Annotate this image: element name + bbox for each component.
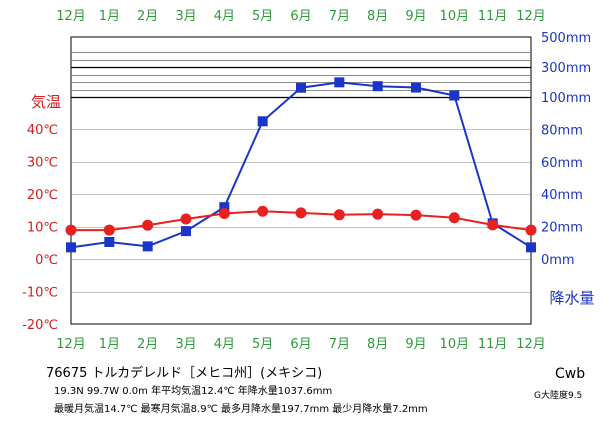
precipitation-point xyxy=(142,241,153,252)
climate-code: Cwb xyxy=(555,366,586,382)
precipitation-point xyxy=(66,242,76,253)
temperature-tick-label: 10℃ xyxy=(27,221,58,236)
temperature-point xyxy=(65,224,77,236)
precipitation-point xyxy=(449,90,460,101)
precipitation-axis-title: 降水量 xyxy=(549,289,594,307)
precipitation-tick-label: 60mm xyxy=(541,156,583,171)
precipitation-point xyxy=(181,226,191,237)
precipitation-tick-label: 40mm xyxy=(541,188,583,203)
temperature-tick-label: 40℃ xyxy=(27,123,58,138)
precipitation-point xyxy=(411,82,421,93)
precipitation-tick-label: 0mm xyxy=(541,253,575,268)
temperature-point xyxy=(257,205,269,217)
month-label-bottom: 4月 xyxy=(214,337,235,352)
month-label-top: 12月 xyxy=(516,9,546,24)
precipitation-point xyxy=(219,202,230,213)
station-title: 76675 トルカデレルド［メヒコ州］(メキシコ) xyxy=(46,366,323,381)
month-label-top: 9月 xyxy=(405,9,426,24)
month-label-top: 5月 xyxy=(252,9,273,24)
precipitation-point xyxy=(104,236,115,247)
temperature-point xyxy=(295,207,307,219)
temperature-series xyxy=(65,205,537,236)
precipitation-point xyxy=(257,116,268,127)
climate-zone: G大陸度9.5 xyxy=(534,391,583,401)
month-label-bottom: 12月 xyxy=(516,337,546,352)
temperature-point xyxy=(410,209,422,221)
month-label-bottom: 11月 xyxy=(478,337,508,352)
precipitation-tick-label: 20mm xyxy=(541,221,583,236)
precipitation-point xyxy=(372,81,383,92)
month-label-top: 2月 xyxy=(137,9,158,24)
temperature-point xyxy=(372,208,384,220)
precipitation-tick-label: 300mm xyxy=(541,61,591,76)
month-label-bottom: 12月 xyxy=(56,337,86,352)
temperature-tick-label: -20℃ xyxy=(22,318,58,333)
temperature-tick-label: 20℃ xyxy=(27,188,58,203)
month-label-top: 10月 xyxy=(440,9,470,24)
temperature-point xyxy=(448,212,460,224)
chart-gridlines xyxy=(70,36,532,325)
temperature-axis: 40℃ 30℃ 20℃ 10℃ 0℃ -10℃ -20℃ xyxy=(22,123,58,333)
month-label-bottom: 3月 xyxy=(175,337,196,352)
month-label-top: 3月 xyxy=(175,9,196,24)
month-label-bottom: 1月 xyxy=(99,337,120,352)
temperature-tick-label: 0℃ xyxy=(35,253,58,268)
month-label-bottom: 10月 xyxy=(440,337,470,352)
temperature-point xyxy=(333,209,345,221)
temperature-point xyxy=(525,224,537,236)
temperature-point xyxy=(218,208,230,219)
month-label-top: 1月 xyxy=(99,9,120,24)
month-label-top: 12月 xyxy=(56,9,86,24)
precipitation-point xyxy=(296,82,306,93)
precipitation-point xyxy=(334,77,345,88)
month-label-top: 8月 xyxy=(367,9,388,24)
temperature-tick-label: -10℃ xyxy=(22,286,58,301)
temperature-point xyxy=(180,213,192,225)
bottom-month-axis: 12月 1月 2月 3月 4月 5月 6月 7月 8月 9月 10月 11月 12月 xyxy=(56,337,546,352)
station-extremes: 最暖月気温14.7℃ 最寒月気温8.9℃ 最多月降水量197.7mm 最少月降水… xyxy=(54,404,428,415)
month-label-top: 11月 xyxy=(478,9,508,24)
precipitation-tick-label: 100mm xyxy=(541,91,591,106)
month-label-bottom: 5月 xyxy=(252,337,273,352)
station-summary: 19.3N 99.7W 0.0m 年平均気温12.4℃ 年降水量1037.6mm xyxy=(54,386,333,397)
precipitation-tick-label: 500mm xyxy=(541,31,591,46)
month-label-bottom: 6月 xyxy=(290,337,311,352)
month-label-top: 6月 xyxy=(290,9,311,24)
temperature-point xyxy=(103,224,115,236)
top-month-axis: 12月 1月 2月 3月 4月 5月 6月 7月 8月 9月 10月 11月 12月 xyxy=(56,9,546,24)
month-label-bottom: 2月 xyxy=(137,337,158,352)
month-label-top: 7月 xyxy=(329,9,350,24)
temperature-point xyxy=(142,219,154,231)
month-label-bottom: 8月 xyxy=(367,337,388,352)
month-label-bottom: 7月 xyxy=(329,337,350,352)
precipitation-line xyxy=(70,81,532,249)
month-label-bottom: 9月 xyxy=(405,337,426,352)
plot-frame xyxy=(70,36,532,325)
precipitation-tick-label: 80mm xyxy=(541,123,583,138)
precipitation-point xyxy=(526,242,536,253)
temperature-point xyxy=(487,219,499,231)
precipitation-axis: 500mm 300mm 100mm 80mm 60mm 40mm 20mm 0mm xyxy=(541,31,591,268)
temperature-tick-label: 30℃ xyxy=(27,156,58,171)
month-label-top: 4月 xyxy=(214,9,235,24)
temperature-axis-title: 気温 xyxy=(31,93,61,111)
